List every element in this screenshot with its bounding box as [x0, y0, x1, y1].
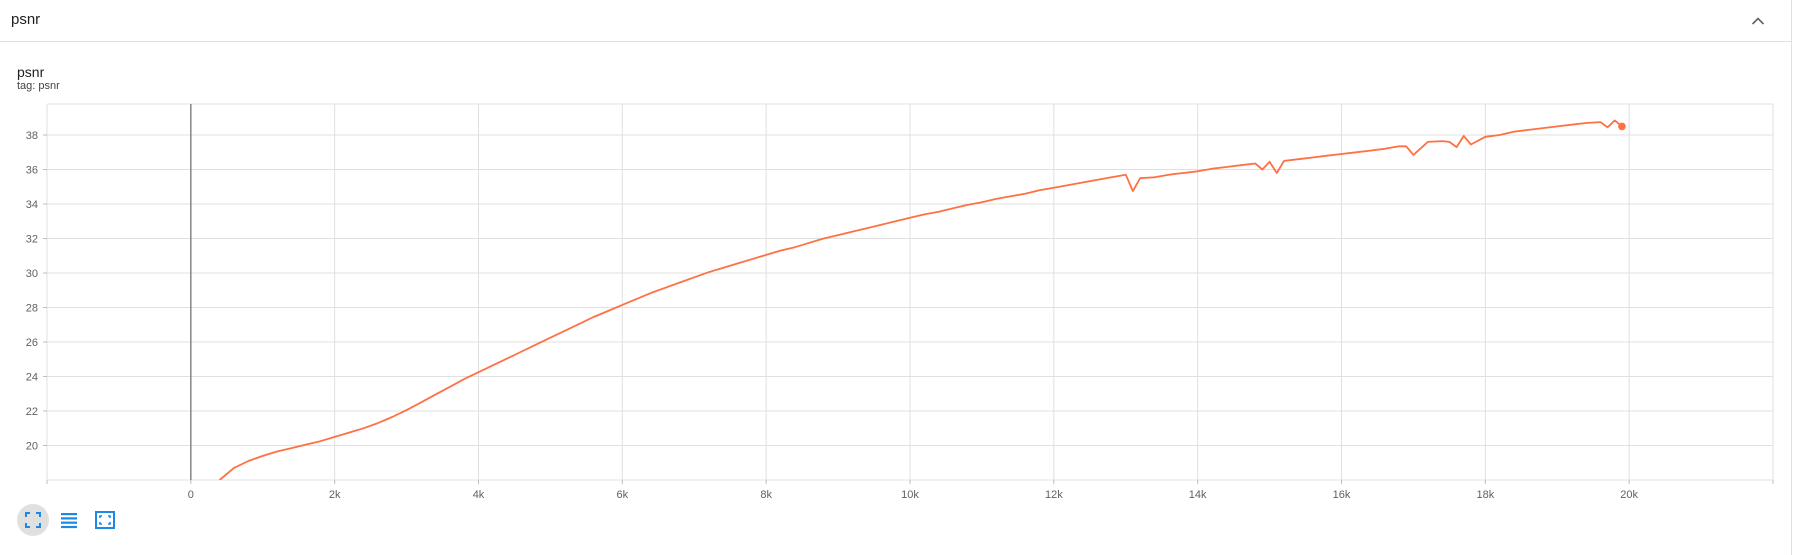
x-tick-label: 0: [188, 489, 194, 500]
y-tick-label: 34: [26, 199, 38, 211]
lines-icon: [61, 513, 77, 529]
y-tick-label: 38: [26, 130, 38, 142]
x-tick-label: 10k: [901, 489, 919, 500]
header-title: psnr: [11, 11, 41, 28]
chart-toolbar: [17, 504, 121, 536]
fullscreen-icon: [25, 512, 41, 528]
x-tick-label: 12k: [1045, 489, 1063, 500]
y-tick-label: 26: [26, 337, 38, 349]
collapse-button[interactable]: [1745, 8, 1771, 34]
x-tick-label: 20k: [1620, 489, 1638, 500]
right-border: [1791, 0, 1792, 555]
y-tick-label: 20: [26, 441, 38, 453]
x-tick-label: 16k: [1333, 489, 1351, 500]
y-tick-label: 30: [26, 268, 38, 280]
fit-domain-icon: [95, 511, 115, 529]
x-tick-label: 4k: [473, 489, 485, 500]
psnr-chart[interactable]: 20 22 24 26 28 30 32 34 36 38 0 2k 4k 6k 8k 10k 12k 14k 16…: [0, 90, 1794, 500]
y-tick-label: 36: [26, 165, 38, 177]
x-tick-label: 2k: [329, 489, 341, 500]
series-last-point: [1618, 122, 1626, 131]
series-line: [219, 119, 1623, 480]
y-tick-label: 22: [26, 406, 38, 418]
log-scale-button[interactable]: [53, 504, 85, 536]
fullscreen-button[interactable]: [17, 504, 49, 536]
x-tick-label: 8k: [760, 489, 772, 500]
y-tick-label: 32: [26, 234, 38, 246]
x-tick-label: 14k: [1189, 489, 1207, 500]
card-tag: tag: psnr: [17, 80, 60, 92]
card-title: psnr: [17, 64, 45, 80]
x-tick-label: 18k: [1476, 489, 1494, 500]
y-tick-label: 28: [26, 303, 38, 315]
card-header: psnr: [0, 0, 1792, 42]
fit-domain-button[interactable]: [89, 504, 121, 536]
x-tick-label: 6k: [617, 489, 629, 500]
chevron-up-icon: [1751, 17, 1765, 25]
y-tick-label: 24: [26, 372, 38, 384]
